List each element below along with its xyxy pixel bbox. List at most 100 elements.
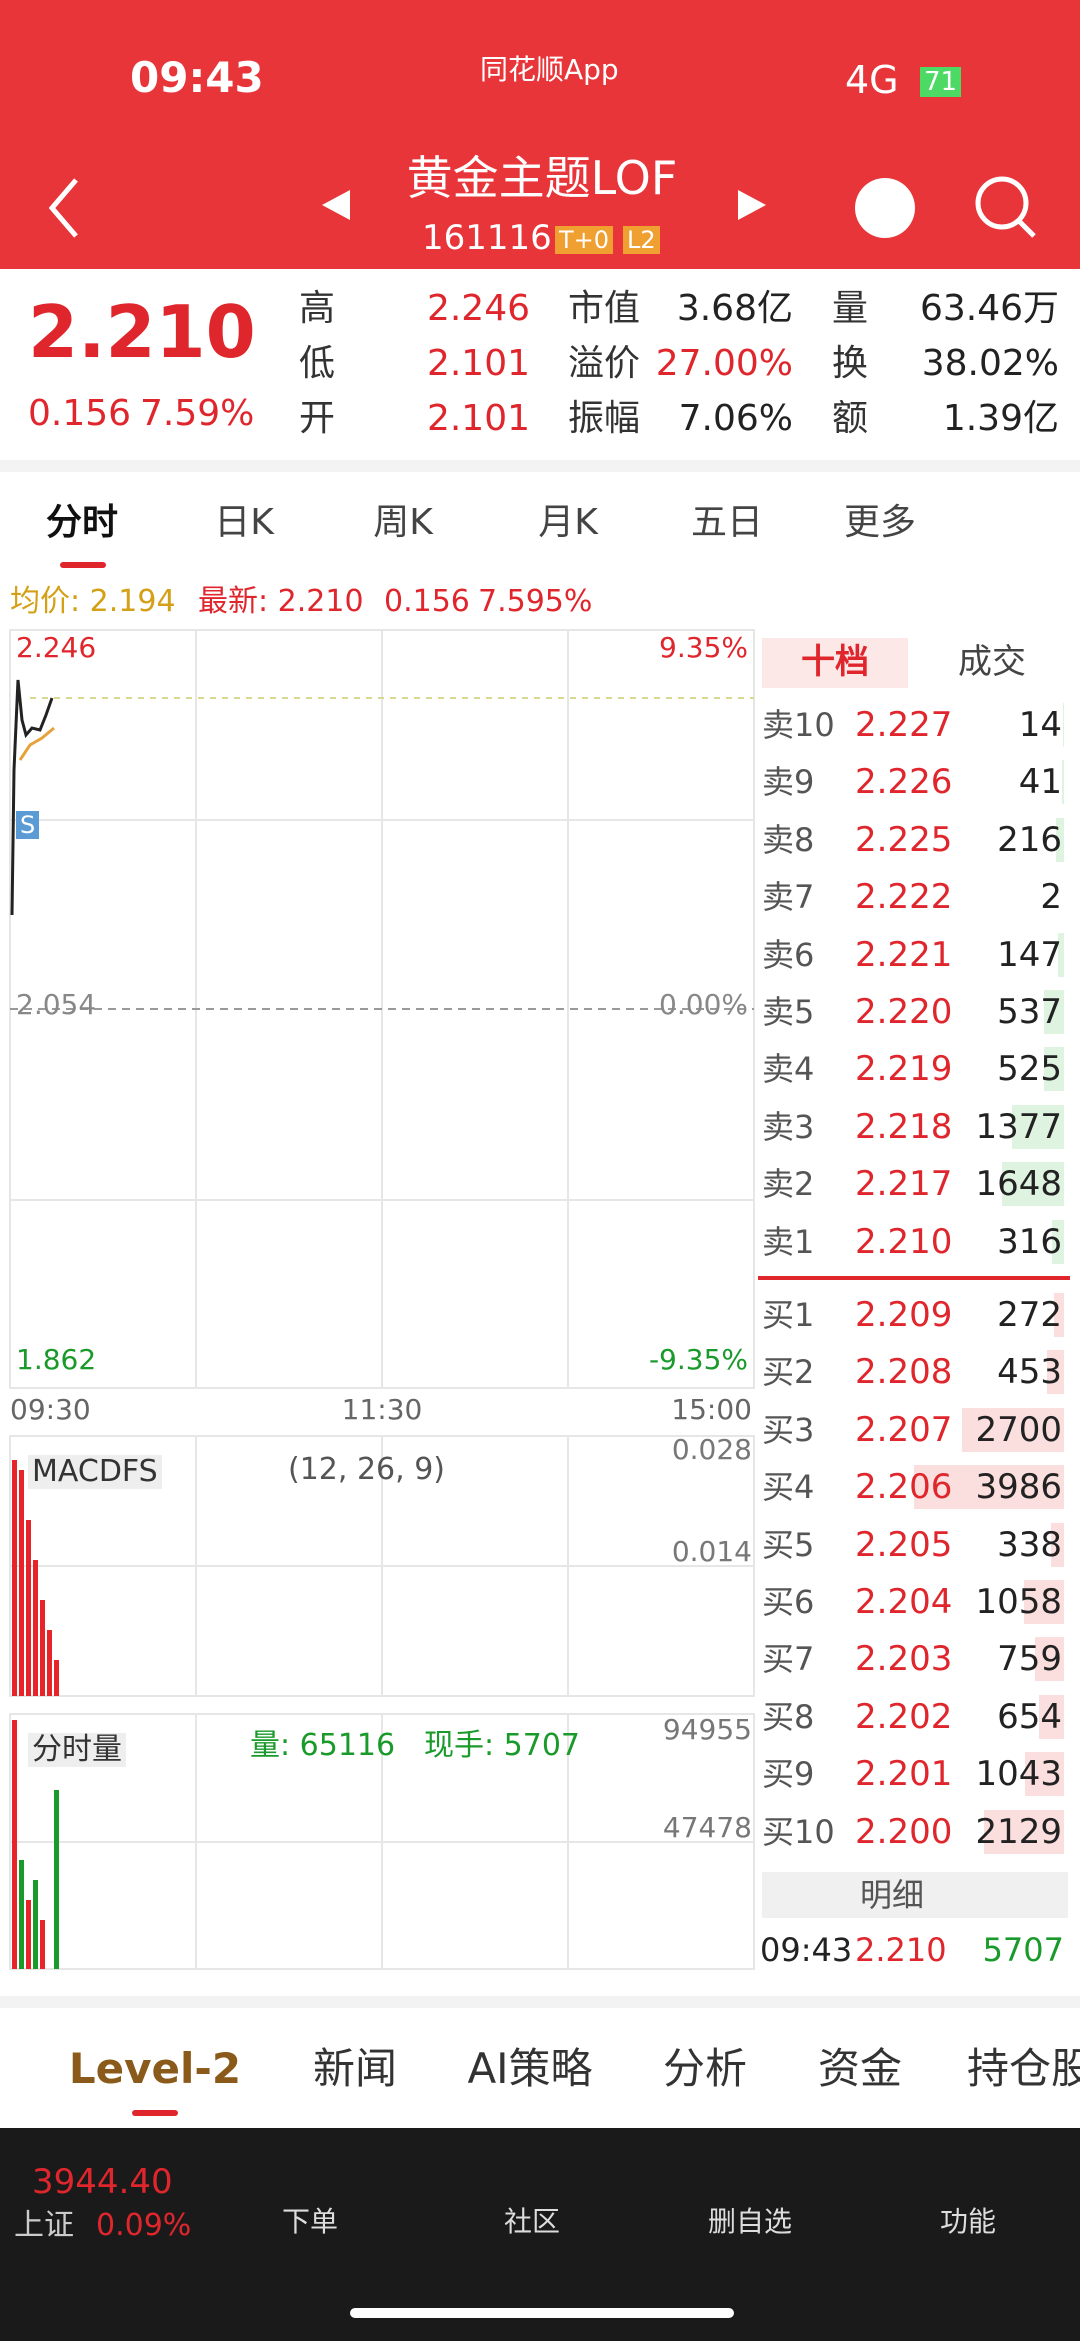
book-volume: 654 (997, 1696, 1062, 1737)
book-volume: 3986 (975, 1467, 1062, 1508)
divider (0, 460, 1080, 472)
indicator-name[interactable]: 分时量 (28, 1733, 126, 1767)
status-app: 同花顺App (480, 53, 619, 86)
book-label: 卖2 (762, 1165, 815, 1204)
next-arrow[interactable] (738, 190, 766, 220)
tab[interactable]: 五日 (690, 502, 764, 543)
book-price: 2.225 (855, 819, 953, 860)
stat-value: 27.00% (655, 343, 793, 384)
change: 0.156 (28, 393, 132, 434)
book-label: 买2 (762, 1353, 815, 1392)
last-time: 09:43 (760, 1931, 853, 1969)
volume-bar (983, 1809, 1064, 1854)
chart-grid (9, 629, 755, 1970)
book-price: 2.208 (855, 1352, 953, 1393)
robot-icon[interactable] (855, 178, 915, 238)
book-price: 2.209 (855, 1295, 953, 1335)
status-time: 09:43 (130, 53, 264, 102)
book-volume: 1058 (975, 1582, 1062, 1622)
book-label: 卖5 (762, 993, 815, 1031)
book-tab[interactable]: 十档 (801, 642, 869, 682)
book-price: 2.201 (855, 1754, 953, 1795)
book-label: 卖3 (762, 1107, 815, 1146)
volume-bar (1001, 1162, 1064, 1207)
tab[interactable]: 更多 (843, 502, 917, 543)
nav-item[interactable]: 删自选 (707, 2205, 793, 2238)
status-network: 4G (845, 58, 899, 102)
y-label-right: 0.00% (659, 988, 748, 1021)
y-label-right: 9.35% (659, 631, 748, 664)
book-volume: 272 (997, 1295, 1062, 1335)
book-price: 2.217 (855, 1164, 953, 1205)
book-label: 卖1 (762, 1222, 815, 1261)
tab[interactable]: 周K (373, 502, 433, 543)
book-price: 2.203 (855, 1639, 953, 1680)
search-icon[interactable] (975, 176, 1029, 230)
stat-label: 量 (832, 288, 869, 329)
tab-underline (132, 2110, 178, 2116)
book-volume: 41 (1018, 762, 1062, 803)
scale-label: 47478 (662, 1811, 752, 1844)
detail-button[interactable]: 明细 (859, 1876, 925, 1914)
volume-bar (1012, 1104, 1064, 1149)
time-label: 11:30 (341, 1393, 423, 1426)
indicator-params: (12, 26, 9) (288, 1452, 445, 1487)
book-label: 买7 (762, 1640, 815, 1679)
info-percent: 7.595% (478, 584, 593, 619)
book-price: 2.226 (855, 762, 953, 803)
volume-bar (1024, 1580, 1064, 1624)
stat-label: 低 (299, 343, 336, 384)
volume-bar (1058, 932, 1064, 977)
book-label: 卖6 (762, 935, 815, 974)
tab[interactable]: 分时 (45, 502, 119, 543)
book-label: 卖7 (762, 878, 815, 917)
book-price: 2.221 (855, 934, 953, 975)
bottom-tab[interactable]: 新闻 (312, 2044, 398, 2093)
last-volume: 5707 (982, 1931, 1064, 1969)
tab[interactable]: 日K (214, 502, 274, 543)
book-tab[interactable]: 成交 (958, 642, 1026, 682)
book-volume: 216 (997, 819, 1062, 860)
back-arrow[interactable] (48, 178, 78, 238)
scale-label: 94955 (662, 1713, 752, 1746)
prev-arrow[interactable] (322, 190, 350, 220)
book-price: 2.206 (855, 1467, 953, 1508)
stat-label: 振幅 (568, 398, 641, 439)
stat-label: 溢价 (568, 343, 641, 384)
stat-value: 38.02% (921, 343, 1059, 384)
book-price: 2.207 (855, 1409, 953, 1450)
nav-item[interactable]: 下单 (281, 2205, 339, 2238)
book-price: 2.204 (855, 1582, 953, 1622)
bottom-tab[interactable]: AI策略 (467, 2044, 593, 2093)
bottom-tab[interactable]: 资金 (817, 2044, 903, 2093)
bottom-tab[interactable]: 持仓股 (966, 2044, 1080, 2093)
book-volume: 2 (1040, 877, 1062, 918)
bottom-tab[interactable]: Level-2 (68, 2044, 242, 2093)
volume-bar (1039, 1694, 1064, 1739)
stock-code: 161116 (422, 218, 552, 258)
book-label: 卖8 (762, 820, 815, 859)
book-divider (758, 1276, 1070, 1280)
last-price: 2.210 (855, 1931, 947, 1969)
book-price: 2.202 (855, 1696, 953, 1737)
y-label-left: 2.246 (16, 631, 97, 664)
nav-item[interactable]: 功能 (939, 2205, 997, 2238)
volume-bar (1024, 1752, 1064, 1797)
book-price: 2.218 (855, 1106, 953, 1147)
book-volume: 525 (997, 1049, 1062, 1090)
nav-item[interactable]: 社区 (503, 2205, 561, 2238)
bottom-tab[interactable]: 分析 (662, 2044, 748, 2093)
book-price: 2.227 (855, 705, 953, 745)
indicator-name[interactable]: MACDFS (28, 1455, 162, 1489)
book-label: 买9 (762, 1755, 815, 1794)
volume-bar (1043, 990, 1064, 1034)
tab[interactable]: 月K (538, 502, 598, 543)
book-price: 2.205 (855, 1524, 953, 1565)
book-volume: 316 (997, 1221, 1062, 1262)
book-price: 2.220 (855, 992, 953, 1032)
book-volume: 453 (997, 1352, 1062, 1393)
divider (0, 1996, 1080, 2008)
stat-label: 额 (832, 398, 869, 439)
time-label: 09:30 (10, 1393, 91, 1426)
book-label: 买5 (762, 1525, 815, 1564)
